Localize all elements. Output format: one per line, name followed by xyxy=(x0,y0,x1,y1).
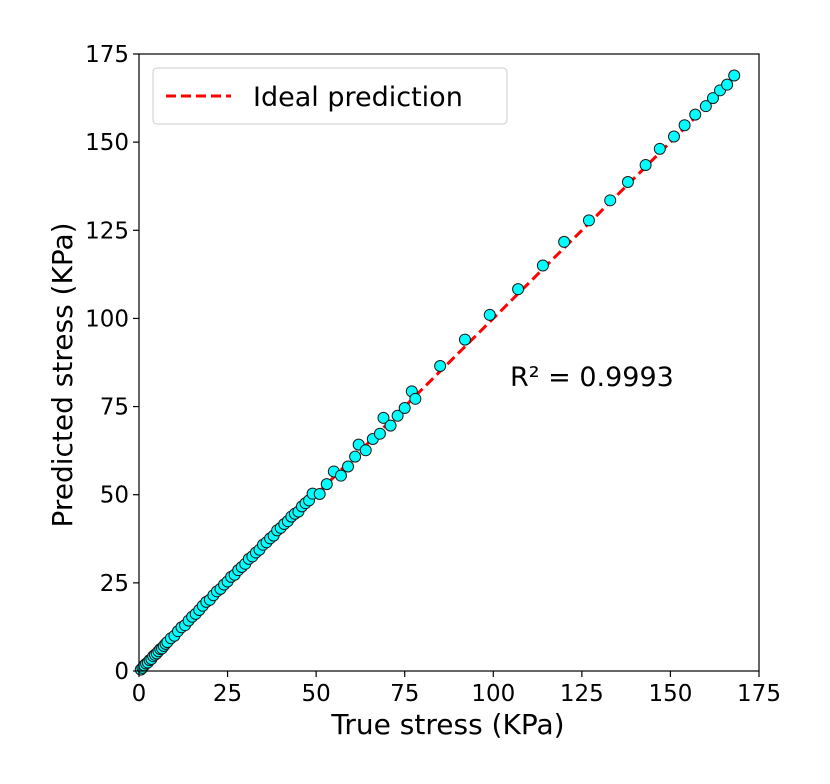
data-point-58 xyxy=(313,488,326,501)
data-point-65 xyxy=(359,444,372,457)
data-point-81 xyxy=(604,194,617,207)
data-point-92 xyxy=(728,69,741,82)
x-tick-label: 125 xyxy=(560,681,604,707)
data-point-71 xyxy=(398,401,411,414)
data-point-73 xyxy=(409,392,422,405)
x-tick-label: 25 xyxy=(213,681,242,707)
plot-frame xyxy=(138,53,760,672)
data-point-80 xyxy=(582,214,595,227)
legend-label: Ideal prediction xyxy=(253,82,463,113)
y-tick-label: 75 xyxy=(100,395,129,421)
data-point-59 xyxy=(320,478,333,491)
data-point-89 xyxy=(706,92,719,105)
x-tick-label: 75 xyxy=(390,681,419,707)
data-point-84 xyxy=(653,142,666,155)
data-point-88 xyxy=(699,100,712,113)
data-point-62 xyxy=(342,460,355,473)
y-tick-label: 125 xyxy=(85,218,129,244)
legend: Ideal prediction xyxy=(152,67,508,125)
data-point-87 xyxy=(689,108,702,121)
r-squared-annotation: R² = 0.9993 xyxy=(510,362,674,393)
data-point-76 xyxy=(483,308,496,321)
axis-ticks: 0 25 50 75 100 125 150 175 0 25 50 75 100 125 150 175 xyxy=(85,42,781,707)
data-point-86 xyxy=(678,119,691,132)
data-point-61 xyxy=(334,469,347,482)
data-point-75 xyxy=(458,333,471,346)
data-point-70 xyxy=(391,409,404,422)
x-tick-label: 100 xyxy=(471,681,515,707)
data-point-91 xyxy=(721,78,734,91)
y-tick-label: 25 xyxy=(100,571,129,597)
x-axis-title: True stress (KPa) xyxy=(330,708,564,741)
x-tick-label: 150 xyxy=(648,681,692,707)
y-axis-title: Predicted stress (KPa) xyxy=(46,222,79,527)
data-point-82 xyxy=(621,175,634,188)
data-point-77 xyxy=(512,283,525,296)
data-point-67 xyxy=(373,427,386,440)
x-tick-label: 50 xyxy=(302,681,331,707)
data-point-83 xyxy=(639,159,652,172)
y-tick-label: 100 xyxy=(85,306,129,332)
data-point-74 xyxy=(434,360,447,373)
data-point-85 xyxy=(667,130,680,143)
y-tick-label: 175 xyxy=(85,42,129,68)
data-point-63 xyxy=(349,450,362,463)
x-tick-label: 175 xyxy=(737,681,781,707)
x-tick-label: 0 xyxy=(132,681,147,707)
y-tick-label: 50 xyxy=(100,483,129,509)
y-tick-label: 0 xyxy=(114,659,129,685)
data-point-69 xyxy=(384,419,397,432)
data-point-78 xyxy=(536,259,549,272)
data-point-79 xyxy=(558,235,571,248)
y-tick-label: 150 xyxy=(85,130,129,156)
data-points-layer xyxy=(134,69,741,676)
legend-box xyxy=(152,67,508,125)
data-point-68 xyxy=(377,411,390,424)
